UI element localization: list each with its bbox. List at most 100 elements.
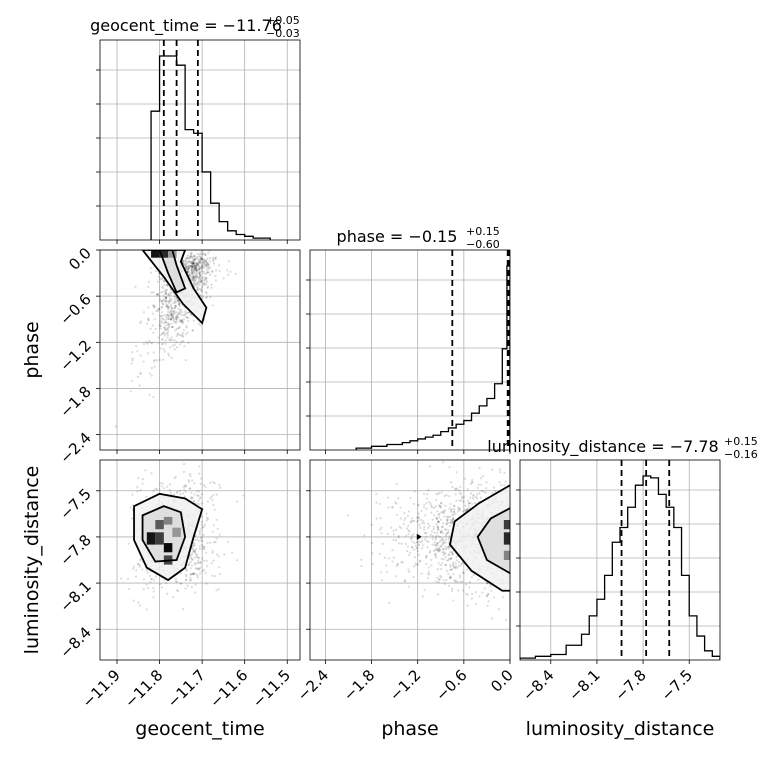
sample-point <box>476 486 479 489</box>
sample-point <box>166 307 170 310</box>
sample-point <box>437 528 440 531</box>
sample-point <box>204 253 207 256</box>
sample-point <box>426 526 430 529</box>
ylabel-luminosity-distance: luminosity_distance <box>21 466 43 655</box>
sample-point <box>174 318 177 321</box>
sample-point <box>424 531 428 535</box>
sample-point <box>192 499 196 503</box>
sample-point <box>199 259 202 262</box>
sample-point <box>184 266 187 269</box>
sample-point <box>198 268 201 272</box>
sample-point <box>199 560 202 563</box>
density-cell <box>146 532 156 545</box>
sample-point <box>184 490 187 493</box>
sample-point <box>136 375 140 378</box>
sample-point <box>199 496 202 499</box>
sample-point <box>486 582 489 585</box>
sample-point <box>466 593 469 596</box>
sample-point <box>214 256 218 259</box>
sample-point <box>442 522 445 525</box>
sample-point <box>504 619 508 622</box>
sample-point <box>416 520 419 523</box>
sample-point <box>198 261 201 264</box>
sample-point <box>194 264 198 267</box>
sample-point <box>174 307 177 310</box>
sample-point <box>470 576 473 579</box>
sample-point <box>385 564 388 567</box>
sample-point <box>201 253 204 256</box>
sample-point <box>185 568 188 571</box>
sample-point <box>205 279 208 282</box>
sample-point <box>449 518 452 522</box>
sample-point <box>209 497 212 500</box>
sample-point <box>138 565 142 568</box>
sample-point <box>448 507 451 510</box>
sample-point <box>363 534 366 537</box>
sample-point <box>193 267 196 270</box>
density-geocent_time-phase-frame <box>99 249 301 451</box>
sample-point <box>165 289 169 292</box>
sample-point <box>453 579 456 582</box>
sample-point <box>172 493 175 496</box>
sample-point <box>416 541 419 544</box>
sample-point <box>459 564 462 567</box>
sample-point <box>166 322 169 325</box>
sample-point <box>449 521 452 524</box>
sample-point <box>194 278 197 282</box>
sample-point <box>176 315 180 319</box>
sample-point <box>439 544 443 547</box>
sample-point <box>177 300 180 303</box>
sample-point <box>395 565 398 568</box>
sample-point <box>192 272 195 275</box>
sample-point <box>156 293 160 296</box>
sample-point <box>187 319 190 323</box>
sample-point <box>164 292 167 296</box>
sample-point <box>187 261 190 264</box>
sample-point <box>448 553 451 556</box>
sample-point <box>450 510 453 514</box>
sample-point <box>177 307 180 310</box>
sample-point <box>198 259 201 262</box>
sample-point <box>180 318 183 322</box>
sample-point <box>161 332 164 335</box>
sample-point <box>161 342 165 345</box>
sample-point <box>193 264 197 267</box>
sample-point <box>433 553 436 556</box>
sample-point <box>198 266 201 269</box>
sample-point <box>167 314 170 317</box>
sample-point <box>174 304 177 307</box>
sample-point <box>188 259 191 263</box>
sample-point <box>193 544 196 547</box>
contour-line <box>158 250 187 294</box>
sample-point <box>186 569 189 572</box>
sample-point <box>418 544 421 547</box>
sample-point <box>189 487 192 490</box>
sample-point <box>395 575 398 578</box>
sample-point <box>423 589 426 592</box>
sample-point <box>198 283 201 287</box>
sample-point <box>440 502 443 505</box>
sample-point <box>191 329 194 332</box>
sample-point <box>428 551 432 554</box>
sample-point <box>445 547 448 550</box>
sample-point <box>145 322 149 325</box>
sample-point <box>412 548 415 551</box>
sample-point <box>199 562 202 565</box>
sample-point <box>174 304 177 308</box>
sample-point <box>460 562 463 565</box>
sample-point <box>213 574 216 578</box>
sample-point <box>487 600 490 603</box>
sample-point <box>168 299 171 302</box>
sample-point <box>150 366 153 370</box>
sample-point <box>416 549 419 553</box>
sample-point <box>417 543 420 546</box>
sample-point <box>163 283 166 287</box>
sample-point <box>437 581 440 584</box>
sample-point <box>451 518 455 521</box>
sample-point <box>185 257 188 260</box>
sample-point <box>439 530 442 534</box>
sample-point <box>398 525 401 529</box>
sample-point <box>436 510 439 513</box>
sample-point <box>412 575 415 579</box>
sample-point <box>436 576 439 579</box>
